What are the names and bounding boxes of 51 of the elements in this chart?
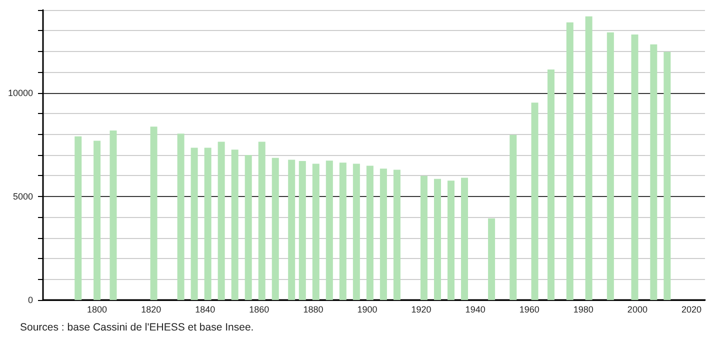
bar [218, 142, 225, 300]
bar [547, 69, 554, 300]
bar [326, 160, 333, 300]
bar [650, 44, 658, 300]
bar [110, 130, 117, 300]
bar [631, 34, 638, 300]
x-tick-label: 1800 [87, 304, 108, 314]
bar [298, 161, 306, 300]
x-tick-label: 1960 [519, 304, 540, 314]
bar [312, 164, 320, 300]
bar [393, 170, 400, 300]
bar [566, 22, 574, 300]
bar [352, 164, 360, 300]
x-tick-label: 1880 [303, 304, 324, 314]
bar [420, 176, 428, 300]
bar [434, 178, 441, 300]
bar [664, 52, 671, 300]
x-tick-label: 2020 [681, 304, 702, 314]
x-tick-label: 1920 [411, 304, 432, 314]
bar [272, 158, 279, 300]
x-tick-label: 1840 [195, 304, 216, 314]
x-tick-label: 1860 [249, 304, 270, 314]
bar [204, 148, 212, 300]
bar [258, 142, 266, 300]
bar [606, 32, 614, 300]
bar [177, 134, 184, 300]
y-tick-label: 0 [28, 295, 33, 305]
bar [231, 150, 238, 300]
bar [339, 162, 346, 300]
bar [531, 102, 538, 300]
bar [461, 178, 468, 300]
y-tick-label: 10000 [8, 88, 33, 98]
bar [448, 180, 455, 300]
y-tick-label: 5000 [12, 191, 33, 202]
bar [74, 136, 82, 300]
x-tick-label: 2000 [627, 304, 648, 314]
bar [94, 140, 101, 300]
bar [150, 126, 158, 300]
bar [244, 155, 252, 300]
source-note: Sources : base Cassini de l'EHESS et base Insee. [20, 322, 254, 334]
x-tick-label: 1900 [357, 304, 378, 314]
bar [510, 134, 517, 300]
x-tick-label: 1820 [141, 304, 162, 314]
bar [585, 16, 592, 300]
bar [380, 168, 387, 300]
bar [488, 218, 496, 300]
x-tick-label: 1980 [573, 304, 594, 314]
bar [366, 166, 374, 300]
x-tick-label: 1940 [465, 304, 486, 314]
bar [288, 160, 296, 300]
bar [190, 148, 198, 300]
